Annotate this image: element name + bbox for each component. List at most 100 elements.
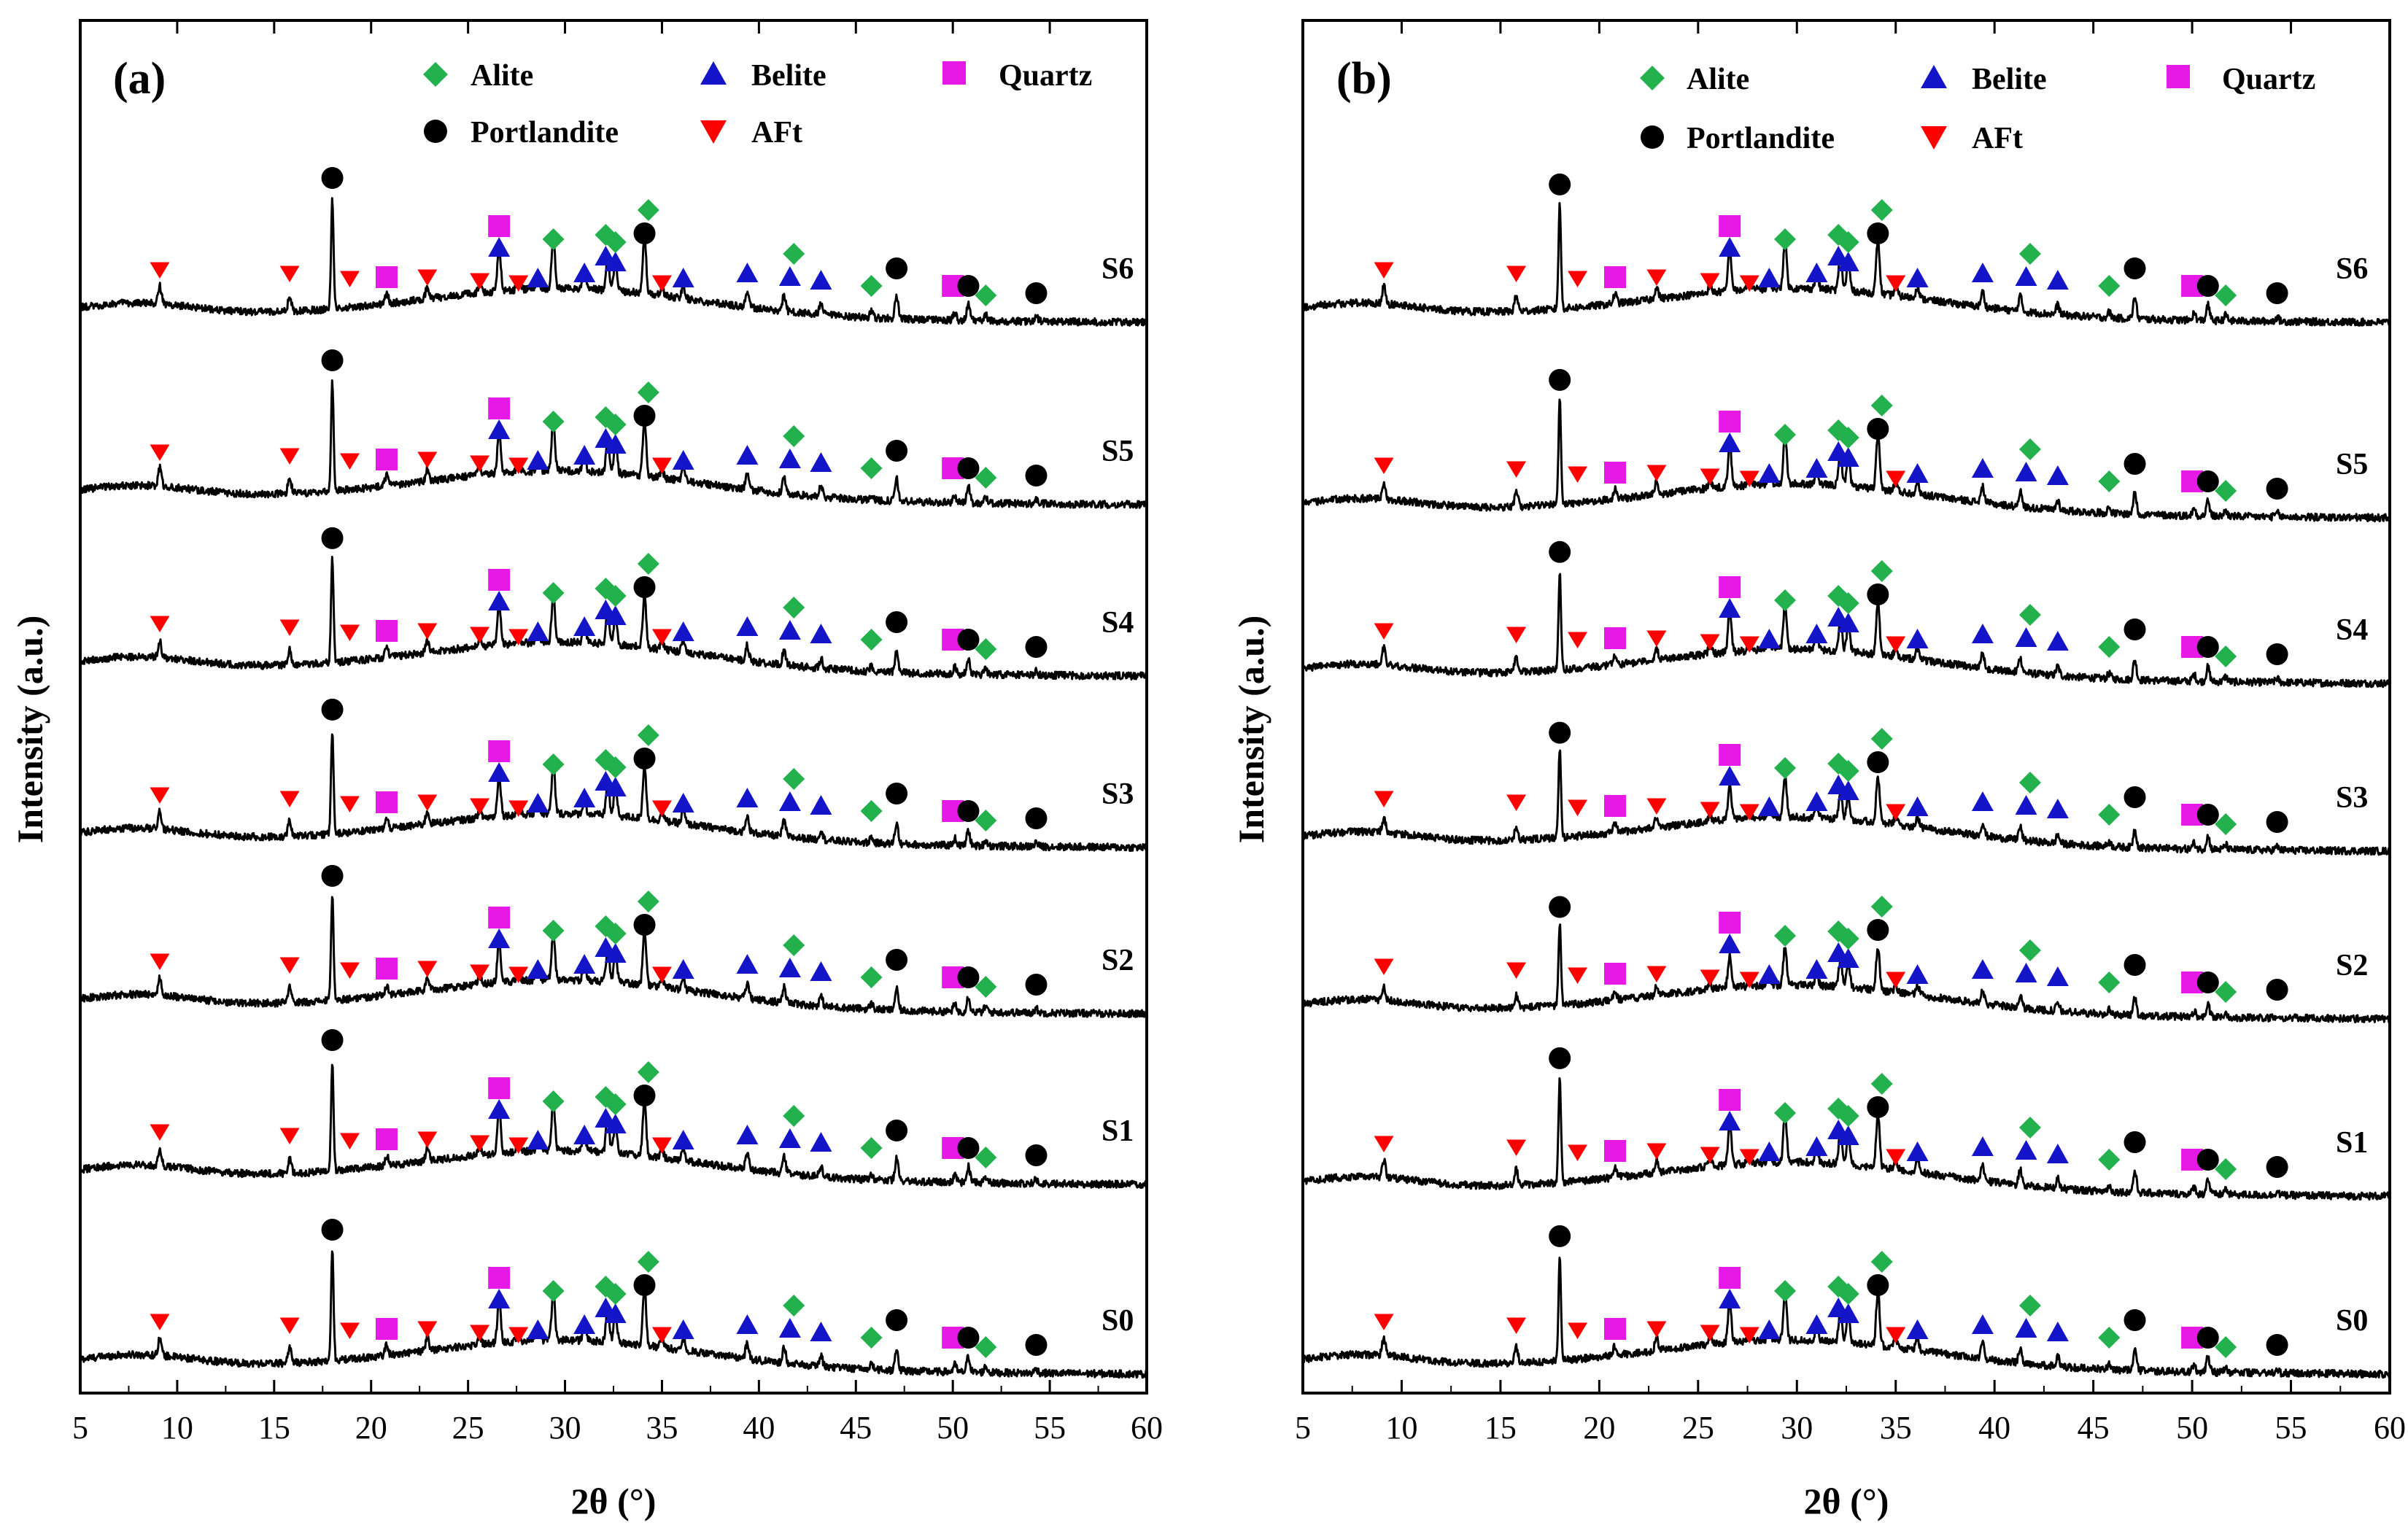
phase-marker-aft (1886, 972, 1906, 988)
phase-marker-alite (604, 414, 627, 435)
legend-a-aft-marker (700, 120, 727, 144)
phase-marker-aft (1646, 630, 1667, 647)
phase-marker-quartz (1604, 462, 1627, 484)
phase-marker-aft (1886, 1149, 1906, 1166)
phase-marker-aft (1568, 967, 1588, 984)
phase-marker-belite (604, 777, 627, 796)
x-tick-label: 60 (1131, 1410, 1163, 1446)
legend-a-quartz-marker (942, 61, 966, 85)
phase-marker-belite (778, 620, 801, 640)
phase-marker-belite (604, 434, 627, 454)
phase-marker-belite (2046, 966, 2069, 986)
phase-marker-quartz (375, 449, 398, 470)
phase-marker-portlandite (2266, 1334, 2288, 1356)
phase-marker-belite (736, 445, 759, 465)
phase-marker-belite (672, 621, 694, 641)
phase-marker-aft (1646, 798, 1667, 815)
xrd-pattern-s0 (79, 1250, 1148, 1379)
sample-label-s5: S5 (1102, 435, 1134, 468)
phase-marker-aft (1700, 468, 1720, 485)
phase-marker-aft (150, 616, 170, 632)
phase-marker-aft (1374, 958, 1394, 975)
phase-marker-aft (1886, 1327, 1906, 1343)
legend-a-alite-label: Alite (471, 59, 533, 93)
phase-marker-alite (2098, 972, 2121, 993)
phase-marker-belite (736, 954, 759, 974)
phase-marker-quartz (1719, 1267, 1741, 1289)
phase-marker-belite (1719, 598, 1741, 618)
phase-marker-quartz (1719, 576, 1741, 598)
phase-marker-alite (783, 425, 805, 447)
phase-marker-belite (2015, 627, 2037, 647)
phase-marker-belite (1719, 1289, 1741, 1308)
phase-marker-portlandite (2196, 470, 2219, 492)
y-axis-title-b: Intensity (a.u.) (1231, 616, 1271, 844)
phase-marker-belite (1758, 629, 1781, 648)
phase-marker-belite (1805, 1136, 1828, 1156)
x-tick-label: 40 (743, 1410, 775, 1446)
xrd-pattern-s3 (79, 733, 1147, 853)
phase-marker-alite (783, 597, 805, 618)
phase-marker-aft (279, 957, 300, 974)
phase-marker-aft (470, 964, 490, 981)
phase-marker-aft (1374, 1314, 1394, 1330)
phase-marker-alite (1870, 395, 1893, 416)
phase-marker-belite (573, 788, 596, 807)
phase-marker-portlandite (633, 914, 656, 936)
phase-marker-belite (1971, 624, 1994, 643)
phase-marker-aft (470, 1325, 490, 1341)
phase-marker-alite (637, 1251, 659, 1273)
phase-marker-quartz (1604, 1318, 1627, 1340)
phase-marker-aft (1506, 794, 1527, 811)
phase-marker-belite (672, 268, 694, 287)
phase-marker-belite (810, 795, 832, 815)
phase-marker-belite (1906, 463, 1929, 483)
phase-marker-quartz (488, 1267, 511, 1289)
phase-marker-portlandite (2124, 786, 2146, 808)
phase-marker-alite (542, 920, 565, 942)
phase-marker-belite (527, 621, 549, 641)
phase-marker-belite (1837, 1125, 1859, 1145)
phase-marker-portlandite (1867, 222, 1889, 244)
xrd-pattern-s6 (79, 197, 1147, 327)
phase-marker-alite (2215, 1158, 2237, 1180)
phase-marker-belite (1758, 268, 1781, 287)
phase-marker-quartz (375, 958, 398, 980)
phase-marker-belite (1805, 263, 1828, 282)
panel-b-label: (b) (1336, 54, 1392, 104)
phase-marker-alite (637, 1061, 659, 1083)
phase-marker-belite (1971, 1314, 1994, 1334)
phase-marker-alite (637, 724, 659, 746)
phase-marker-aft (508, 800, 529, 817)
phase-marker-quartz (1604, 795, 1627, 817)
phase-marker-belite (604, 252, 627, 271)
phase-marker-alite (1837, 427, 1859, 449)
phase-marker-alite (783, 1295, 805, 1316)
phase-marker-aft (651, 275, 672, 292)
phase-marker-portlandite (2266, 282, 2288, 304)
phase-marker-aft (1506, 461, 1527, 478)
phase-marker-alite (975, 976, 997, 998)
phase-marker-alite (604, 1283, 627, 1305)
phase-marker-quartz (375, 791, 398, 813)
phase-marker-alite (2098, 804, 2121, 826)
phase-marker-aft (651, 457, 672, 474)
phase-marker-portlandite (2266, 979, 2288, 1001)
phase-marker-aft (470, 273, 490, 290)
phase-marker-belite (810, 1322, 832, 1341)
phase-marker-alite (637, 199, 659, 221)
phase-marker-aft (339, 962, 360, 979)
phase-marker-quartz (375, 1128, 398, 1150)
phase-marker-portlandite (321, 864, 344, 887)
legend-b-aft-marker (1921, 126, 1947, 150)
phase-marker-alite (542, 1280, 565, 1302)
phase-marker-belite (527, 959, 549, 979)
phase-marker-aft (651, 1137, 672, 1154)
phase-marker-alite (2215, 645, 2237, 667)
phase-marker-aft (1506, 1139, 1527, 1156)
phase-marker-portlandite (2124, 954, 2146, 976)
panel-a-markers-group (150, 167, 1048, 1358)
phase-marker-aft (1886, 636, 1906, 653)
x-tick-label: 15 (1484, 1410, 1517, 1446)
phase-marker-portlandite (2196, 275, 2219, 297)
